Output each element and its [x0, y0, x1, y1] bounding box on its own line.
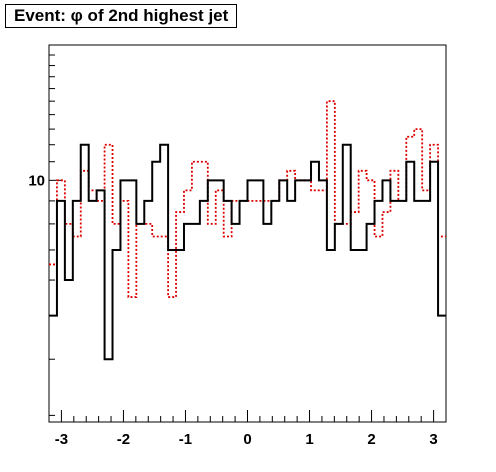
x-tick-label: -3: [55, 431, 68, 448]
x-tick-label: 2: [367, 431, 375, 448]
x-axis-ticks: -3 -2 -1 0 1 2 3: [48, 410, 447, 448]
x-tick-label: -1: [179, 431, 192, 448]
series-solid-black: [49, 143, 446, 361]
x-tick-label: 1: [305, 431, 313, 448]
y-axis-ticks: 10: [28, 44, 61, 416]
x-tick-label: 3: [429, 431, 437, 448]
chart-title: Event: φ of 2nd highest jet: [5, 4, 238, 28]
series-group: [49, 100, 446, 361]
x-tick-label: -2: [117, 431, 130, 448]
y-tick-label: 10: [28, 172, 45, 189]
plot-frame: [48, 44, 447, 423]
x-tick-label: 0: [243, 431, 251, 448]
